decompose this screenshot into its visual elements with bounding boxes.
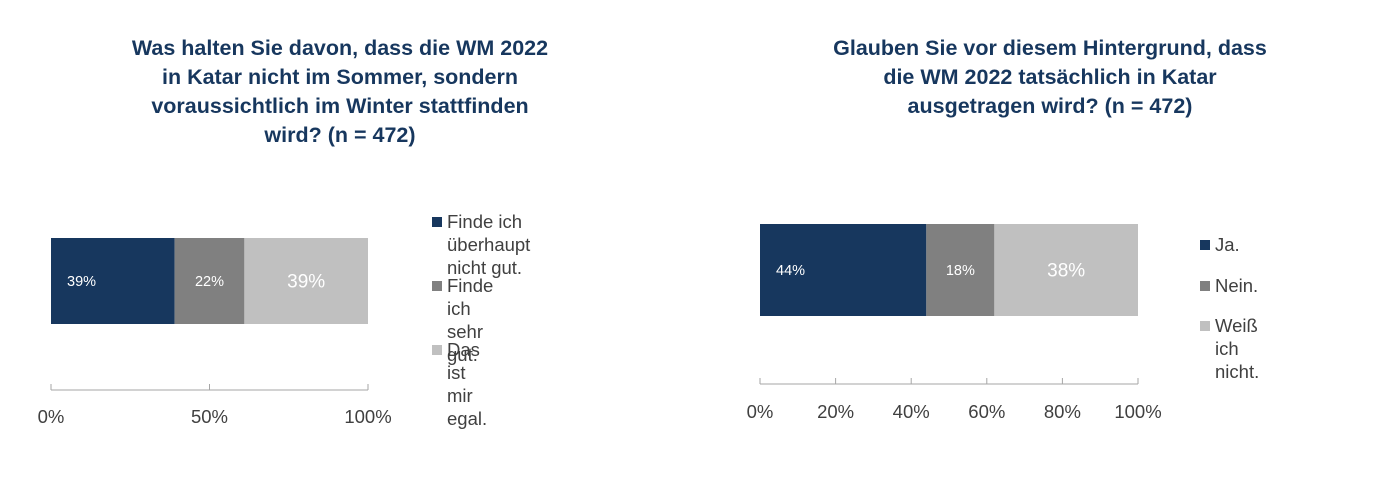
legend-swatch (1200, 321, 1210, 331)
legend-label: Weiß ich nicht. (1215, 315, 1260, 382)
bar-segment (51, 238, 175, 324)
legend-swatch (1200, 281, 1210, 291)
x-tick-label: 100% (1114, 401, 1161, 422)
bar-segment (760, 224, 927, 316)
legend-label: Finde ich sehr gut. (447, 275, 494, 365)
legend-item: Das ist mir egal. (432, 338, 487, 430)
x-tick-label: 20% (817, 401, 854, 422)
legend-label: Das ist mir egal. (447, 339, 488, 429)
x-tick-label: 80% (1044, 401, 1081, 422)
bar-segment (244, 238, 368, 324)
bar-segment (926, 224, 995, 316)
bar-segment (174, 238, 245, 324)
x-tick-label: 100% (344, 406, 391, 427)
legend-item: Finde ich überhaupt nicht gut. (432, 210, 530, 279)
x-tick-label: 0% (38, 406, 65, 427)
stacked-bar-plot: 39% 22% 39% 0% 50% 100% (38, 238, 392, 427)
legend-swatch (432, 345, 442, 355)
data-label: 22% (195, 274, 224, 290)
legend-item: Weiß ich nicht. (1200, 314, 1259, 383)
legend-item: Nein. (1200, 274, 1258, 297)
legend-swatch (432, 217, 442, 227)
chart-panel-left: Was halten Sie davon, dass die WM 2022 i… (0, 0, 690, 483)
x-tick-label: 50% (191, 406, 228, 427)
data-label: 39% (287, 272, 325, 293)
legend-item: Finde ich sehr gut. (432, 274, 493, 366)
chart-title: Glauben Sie vor diesem Hintergrund, dass… (833, 36, 1267, 118)
chart-panel-right: Glauben Sie vor diesem Hintergrund, dass… (690, 0, 1382, 483)
data-label: 38% (1047, 261, 1085, 282)
stacked-bar-plot: 44% 18% 38% 0% 20% 40% 60% 80% 100% (747, 224, 1162, 422)
legend-label: Ja. (1215, 234, 1240, 255)
x-tick-label: 0% (747, 401, 774, 422)
legend-swatch (1200, 240, 1210, 250)
x-tick-label: 60% (968, 401, 1005, 422)
legend-item: Ja. (1200, 233, 1240, 256)
legend-swatch (432, 281, 442, 291)
legend-label: Finde ich überhaupt nicht gut. (447, 211, 531, 278)
x-tick-label: 40% (893, 401, 930, 422)
data-label: 18% (946, 263, 975, 279)
bar-segment (994, 224, 1138, 316)
data-label: 44% (776, 263, 805, 279)
data-label: 39% (67, 274, 96, 290)
chart-title: Was halten Sie davon, dass die WM 2022 i… (131, 36, 549, 147)
legend-label: Nein. (1215, 275, 1259, 296)
